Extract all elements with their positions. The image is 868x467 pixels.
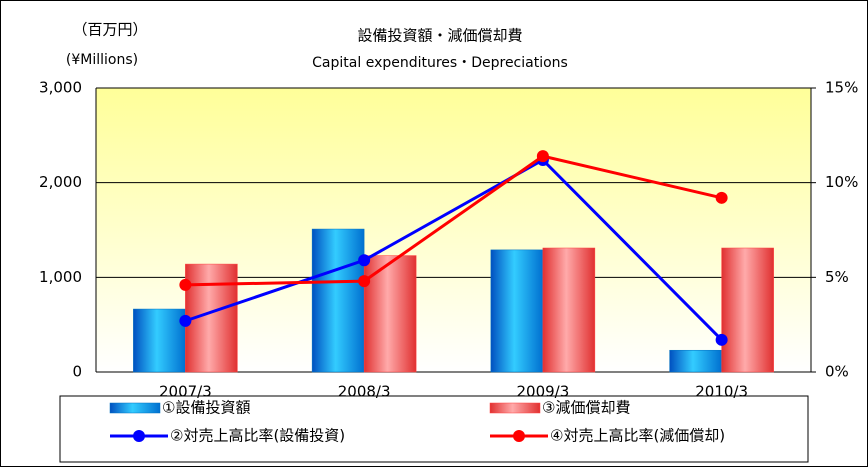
line xyxy=(184,158,723,341)
bar xyxy=(363,255,417,373)
legend-label: ③減価償却費 xyxy=(542,399,630,417)
line-marker xyxy=(358,275,371,288)
bar xyxy=(311,228,365,373)
legend-marker xyxy=(513,430,525,442)
x-tick-label: 2007/3 xyxy=(159,383,212,401)
line-marker xyxy=(358,254,371,267)
y-tick-label: 0 xyxy=(72,363,82,381)
legend-marker xyxy=(133,430,145,442)
legend-label: ④対売上高比率(減価償却) xyxy=(550,427,725,445)
line xyxy=(185,154,722,287)
bar xyxy=(133,308,186,373)
y2-tick-label: 0% xyxy=(825,363,849,381)
bar xyxy=(669,349,722,373)
x-tick-label: 2009/3 xyxy=(516,383,569,401)
legend-label: ①設備投資額 xyxy=(162,399,250,417)
legend-swatch xyxy=(109,402,161,414)
unit-label: （百万円） xyxy=(72,21,147,39)
x-tick-label: 2010/3 xyxy=(695,383,748,401)
line-marker xyxy=(715,191,728,204)
line-marker xyxy=(179,278,192,291)
chart-title: 設備投資額・減価償却費 xyxy=(357,27,522,45)
legend-label: ②対売上高比率(設備投資) xyxy=(170,427,345,445)
y-tick-label: 2,000 xyxy=(39,173,82,191)
legend xyxy=(59,395,809,463)
x-tick-label: 2008/3 xyxy=(338,383,391,401)
y-tick-label: 1,000 xyxy=(39,268,82,286)
y2-tick-label: 10% xyxy=(825,173,858,191)
line-marker xyxy=(179,314,192,327)
bar xyxy=(542,247,596,373)
bar xyxy=(490,249,544,373)
line-marker xyxy=(715,333,728,346)
legend-swatch xyxy=(489,402,541,414)
chart-subtitle: Capital expenditures・Depreciations xyxy=(312,55,568,71)
y2-tick-label: 5% xyxy=(825,268,849,286)
unit-label-en: (¥Millions) xyxy=(66,52,138,68)
y2-tick-label: 15% xyxy=(825,79,858,97)
bar xyxy=(721,247,774,373)
y-tick-label: 3,000 xyxy=(39,79,82,97)
line-marker xyxy=(536,150,549,163)
